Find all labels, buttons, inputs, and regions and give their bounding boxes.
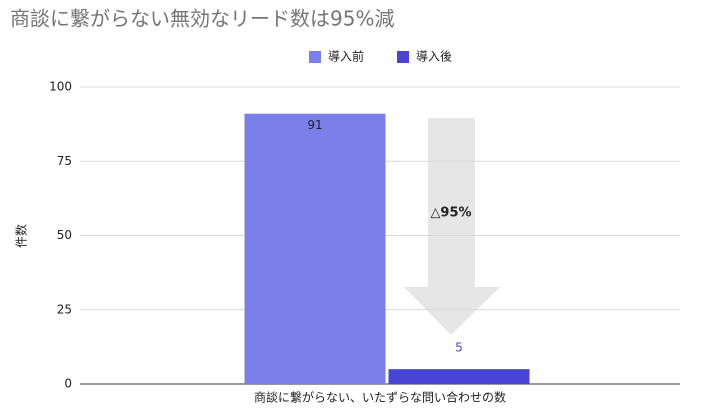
legend-swatch [309, 51, 321, 63]
legend-label: 導入後 [416, 50, 452, 64]
legend-label: 導入前 [328, 49, 364, 64]
data-label: 5 [455, 341, 463, 355]
y-tick-label: 50 [57, 228, 72, 242]
annotation: △95% [430, 206, 471, 221]
y-tick-label: 75 [57, 154, 72, 168]
y-tick-label: 100 [49, 80, 72, 94]
legend-swatch [397, 51, 409, 63]
data-label: 91 [307, 118, 322, 132]
x-tick-label: 商談に繋がらない、いたずらな問い合わせの数 [254, 390, 506, 405]
bar [388, 369, 530, 384]
y-tick-label: 25 [57, 302, 72, 316]
bar [244, 113, 386, 384]
y-axis-label: 件数 [14, 224, 29, 248]
y-tick-label: 0 [64, 377, 72, 391]
chart-title: 商談に繋がらない無効なリード数は95%減 [10, 7, 394, 31]
decrease-arrow [404, 118, 500, 335]
